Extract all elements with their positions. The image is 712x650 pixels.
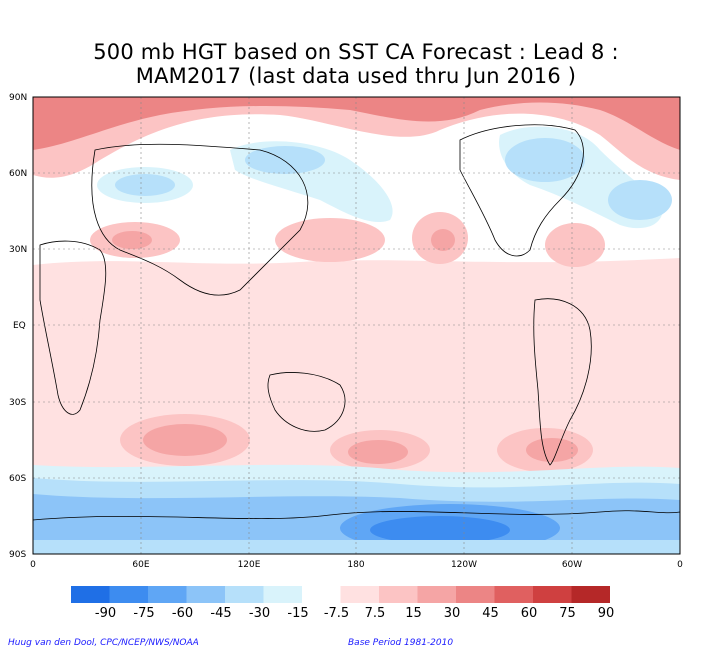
lat-label: 90S	[9, 550, 26, 560]
lon-label: 180	[347, 560, 364, 570]
coast-eurasia	[91, 143, 309, 296]
lat-label: 90N	[9, 93, 27, 103]
anomaly-s-pacific-core	[348, 440, 408, 464]
lat-label: 60S	[9, 474, 26, 484]
lon-label: 120W	[451, 560, 477, 570]
anomaly-arctic-core	[33, 97, 680, 150]
lat-label: 30N	[9, 245, 27, 255]
colorbar-swatch	[302, 586, 341, 603]
coast-north-america	[459, 124, 584, 257]
colorbar-label: 30	[444, 606, 461, 621]
lon-labels: 0 60E 120E 180 120W 60W 0	[30, 560, 683, 570]
lat-labels: 90N 60N 30N EQ 30S 60S 90S	[9, 93, 27, 560]
map-title-line-1: 500 mb HGT based on SST CA Forecast : Le…	[93, 40, 619, 64]
gridlines	[33, 97, 680, 554]
colorbar: -90 -75 -60 -45 -30 -15 -7.5 7.5 15 30 45 60 75 90	[71, 586, 614, 621]
anomaly-canada-neg-core	[505, 138, 585, 182]
anomaly-antarctic-neg-core	[370, 516, 510, 544]
colorbar-label: -60	[172, 606, 193, 621]
colorbar-swatch	[186, 586, 225, 603]
lon-label: 60W	[562, 560, 582, 570]
colorbar-swatch	[533, 586, 572, 603]
credit-author: Huug van den Dool, CPC/NCEP/NWS/NOAA	[8, 638, 199, 648]
anomaly-w-pacific	[275, 218, 385, 262]
colorbar-swatch	[148, 586, 187, 603]
colorbar-swatch	[417, 586, 456, 603]
colorbar-swatch	[263, 586, 302, 603]
colorbar-label: -15	[287, 606, 308, 621]
colorbar-label: 90	[598, 606, 615, 621]
colorbar-swatch	[340, 586, 379, 603]
colorbar-swatch	[571, 586, 610, 603]
colorbar-label: -75	[133, 606, 154, 621]
colorbar-swatch	[456, 586, 495, 603]
colorbar-swatch	[494, 586, 533, 603]
colorbar-label: 45	[482, 606, 499, 621]
colorbar-swatch	[71, 586, 110, 603]
lat-label: 60N	[9, 169, 27, 179]
anomaly-kamchatka-neg-core	[245, 146, 325, 174]
anomaly-eurasia-neg-core	[115, 174, 175, 196]
anomaly-atlantic	[545, 223, 605, 267]
colorbar-label: -7.5	[324, 606, 349, 621]
colorbar-label: 15	[405, 606, 422, 621]
colorbar-swatch	[379, 586, 418, 603]
anomaly-middle-east-core	[112, 231, 152, 249]
anomaly-n-pacific-core	[431, 229, 455, 251]
lon-label: 60E	[132, 560, 149, 570]
colorbar-label: 60	[521, 606, 538, 621]
lon-label: 0	[30, 560, 36, 570]
lon-label: 0	[677, 560, 683, 570]
lat-label: EQ	[13, 321, 26, 331]
map-title-line-2: MAM2017 (last data used thru Jun 2016 )	[135, 64, 577, 88]
colorbar-swatch	[109, 586, 148, 603]
credit-base-period: Base Period 1981-2010	[348, 638, 454, 648]
anomaly-n-atlantic-neg-core	[608, 180, 672, 220]
coast-australia	[267, 372, 346, 432]
colorbar-label: 7.5	[365, 606, 386, 621]
coast-antarctica	[33, 510, 680, 521]
colorbar-label: -90	[95, 606, 116, 621]
lat-label: 30S	[9, 398, 26, 408]
anomaly-s-america-core	[526, 438, 578, 462]
anomaly-pole-band	[33, 540, 680, 554]
anomaly-s-indian-core	[143, 424, 227, 456]
coast-africa	[39, 240, 107, 415]
anomaly-fields	[33, 97, 680, 554]
colorbar-swatch	[225, 586, 264, 603]
plot-frame	[32, 96, 681, 555]
colorbar-label: -30	[249, 606, 270, 621]
anomaly-arctic	[33, 97, 680, 180]
colorbar-label: 75	[559, 606, 576, 621]
colorbar-label: -45	[210, 606, 231, 621]
lon-label: 120E	[238, 560, 261, 570]
anomaly-west-africa	[33, 274, 83, 400]
